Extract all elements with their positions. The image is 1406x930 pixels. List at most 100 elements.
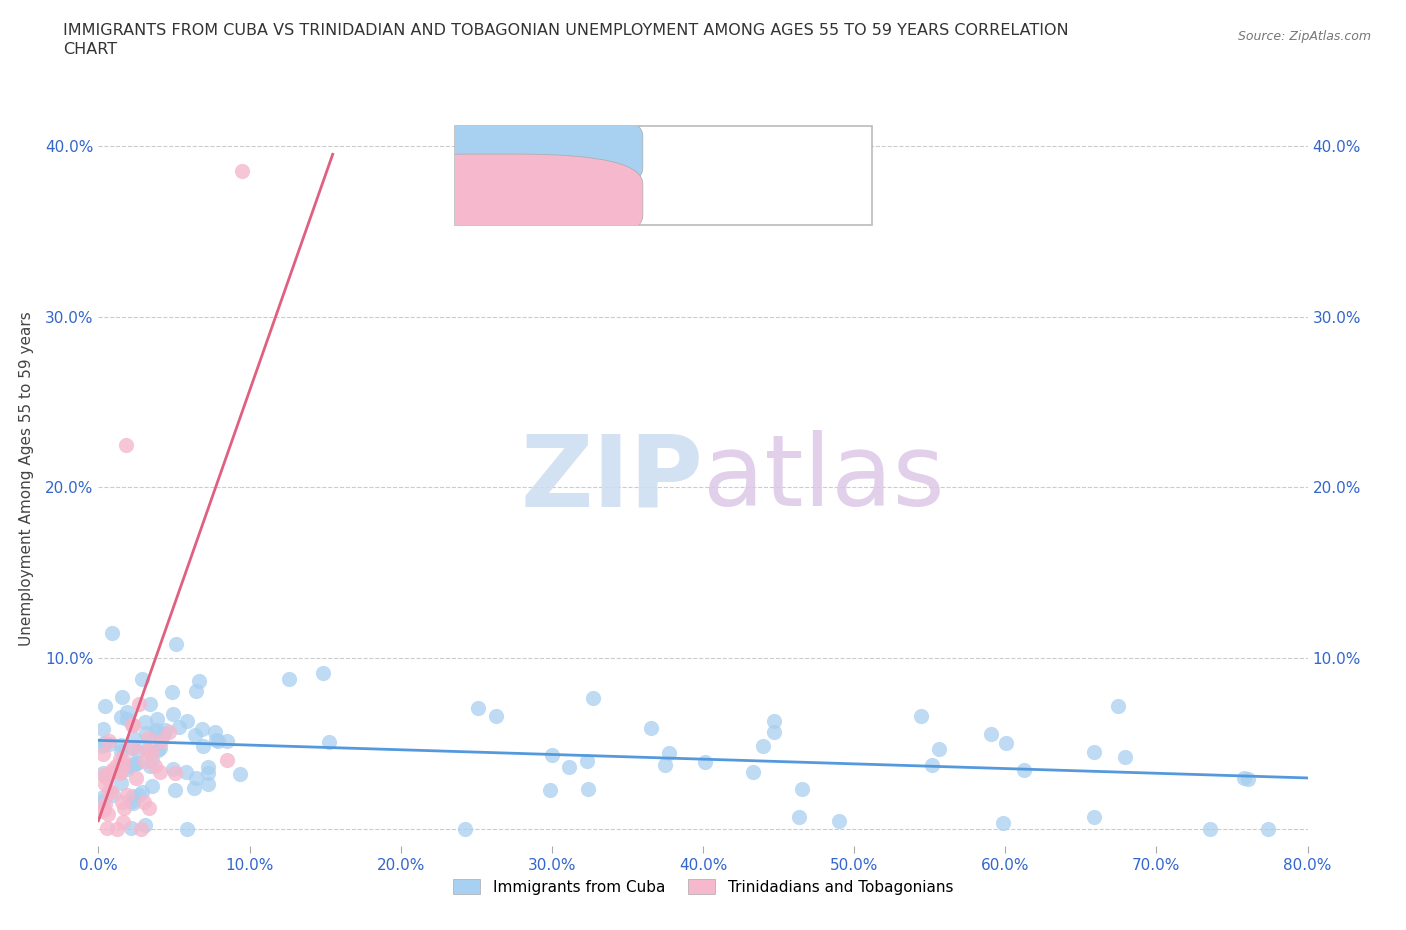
Point <box>318 735 340 750</box>
Point <box>215 752 238 767</box>
Point <box>134 817 156 832</box>
Point <box>91 793 114 808</box>
Text: atlas: atlas <box>703 431 945 527</box>
Point <box>91 722 114 737</box>
Point <box>122 756 145 771</box>
Point <box>145 723 167 737</box>
Point <box>90 738 112 753</box>
Point <box>122 717 145 732</box>
Point <box>752 738 775 753</box>
Point <box>125 770 148 785</box>
Point <box>558 760 581 775</box>
Point <box>149 764 172 779</box>
Point <box>97 806 120 821</box>
Point <box>139 697 162 711</box>
Point <box>136 743 159 758</box>
Text: IMMIGRANTS FROM CUBA VS TRINIDADIAN AND TOBAGONIAN UNEMPLOYMENT AMONG AGES 55 TO: IMMIGRANTS FROM CUBA VS TRINIDADIAN AND … <box>63 23 1069 38</box>
Point <box>1237 772 1260 787</box>
Point <box>124 757 146 772</box>
Point <box>110 757 132 772</box>
Point <box>97 783 120 798</box>
Point <box>187 673 209 688</box>
Point <box>127 743 149 758</box>
Point <box>112 759 135 774</box>
Point <box>134 754 156 769</box>
Point <box>1233 771 1256 786</box>
Point <box>787 810 810 825</box>
Point <box>640 721 662 736</box>
Point <box>136 731 159 746</box>
Point <box>96 771 118 786</box>
Point <box>174 764 197 779</box>
Point <box>191 722 214 737</box>
Legend: Immigrants from Cuba, Trinidadians and Tobagonians: Immigrants from Cuba, Trinidadians and T… <box>447 873 959 901</box>
Point <box>582 691 605 706</box>
Point <box>146 711 169 726</box>
Point <box>117 759 139 774</box>
Point <box>117 788 139 803</box>
Point <box>150 733 173 748</box>
Point <box>121 740 143 755</box>
Point <box>540 748 562 763</box>
Point <box>131 671 153 686</box>
Text: Source: ZipAtlas.com: Source: ZipAtlas.com <box>1237 30 1371 43</box>
Point <box>89 804 111 818</box>
Point <box>141 753 163 768</box>
Point <box>134 715 156 730</box>
Point <box>184 684 207 698</box>
Point <box>121 740 143 755</box>
Point <box>101 764 124 779</box>
Point <box>94 777 117 791</box>
Point <box>153 726 176 741</box>
Point <box>91 790 114 804</box>
Point <box>121 718 143 733</box>
Point <box>129 822 152 837</box>
Point <box>100 763 122 777</box>
Point <box>110 751 132 766</box>
Point <box>454 822 477 837</box>
Point <box>117 711 139 726</box>
Point <box>139 759 162 774</box>
Point <box>576 782 599 797</box>
Point <box>115 759 138 774</box>
Point <box>1083 809 1105 824</box>
Point <box>101 626 124 641</box>
Point <box>111 690 134 705</box>
Point <box>993 816 1015 830</box>
Point <box>828 814 851 829</box>
Point <box>165 636 187 651</box>
Point <box>762 713 785 728</box>
Point <box>207 734 229 749</box>
Point <box>128 788 150 803</box>
Point <box>169 720 191 735</box>
Point <box>1012 763 1035 777</box>
Point <box>141 746 163 761</box>
Point <box>162 761 184 776</box>
Point <box>121 793 143 808</box>
Point <box>197 777 219 791</box>
Point <box>143 758 166 773</box>
Point <box>110 710 132 724</box>
Point <box>93 747 115 762</box>
Point <box>484 709 506 724</box>
Point <box>654 757 676 772</box>
Point <box>115 762 138 777</box>
Point <box>110 776 132 790</box>
Point <box>467 701 489 716</box>
Y-axis label: Unemployment Among Ages 55 to 59 years: Unemployment Among Ages 55 to 59 years <box>18 312 34 646</box>
Point <box>101 788 124 803</box>
Point <box>132 795 155 810</box>
Point <box>231 164 253 179</box>
Point <box>124 731 146 746</box>
Point <box>921 758 943 773</box>
Point <box>153 723 176 737</box>
Point <box>121 796 143 811</box>
Point <box>149 740 172 755</box>
Point <box>910 709 932 724</box>
Point <box>1198 822 1220 837</box>
Point <box>104 759 127 774</box>
Point <box>184 727 207 742</box>
Point <box>1083 744 1105 759</box>
Point <box>184 770 207 785</box>
Text: CHART: CHART <box>63 42 117 57</box>
